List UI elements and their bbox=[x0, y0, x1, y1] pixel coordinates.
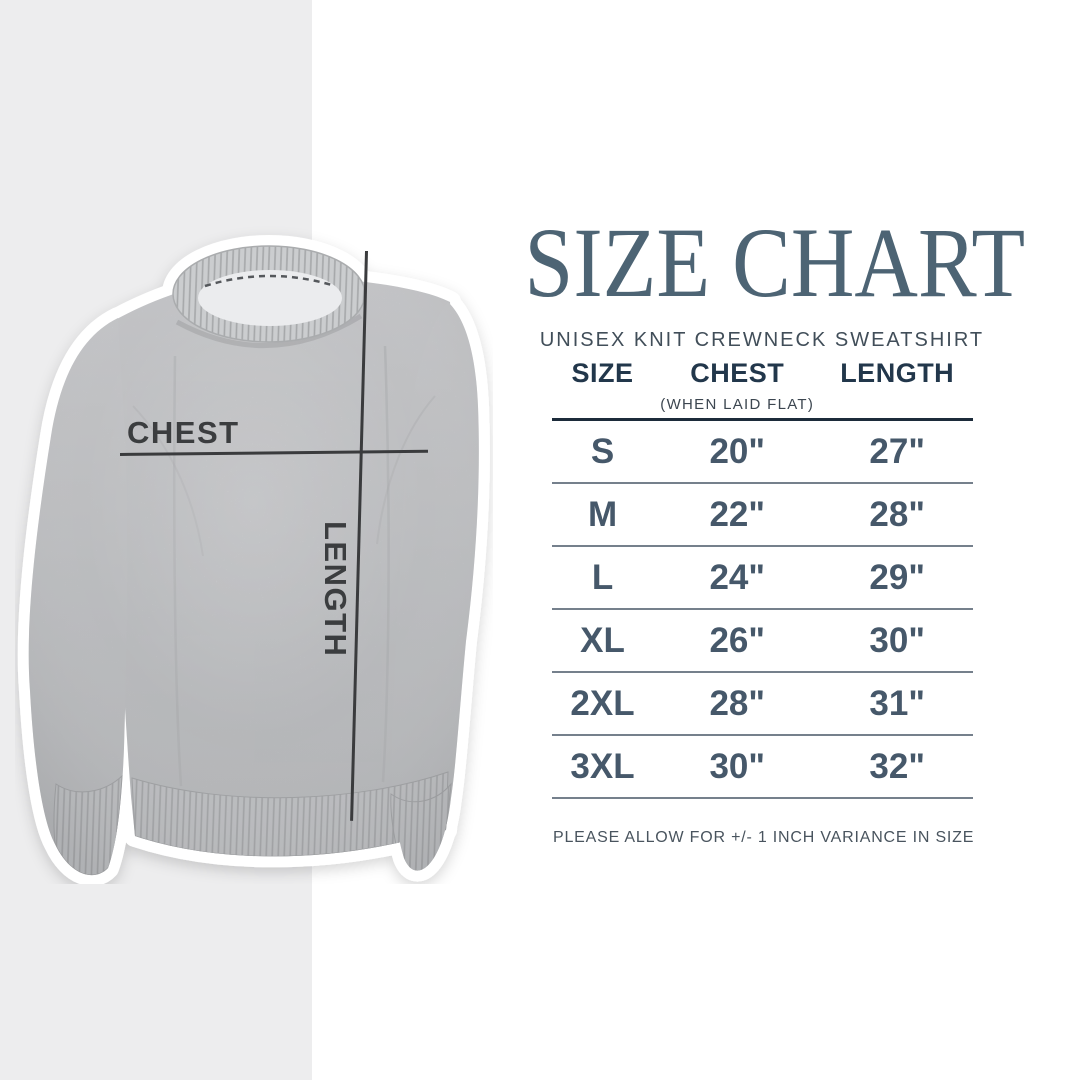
length-cell: 31" bbox=[869, 683, 925, 723]
size-table: SIZE CHEST (WHEN LAID FLAT) LENGTH S 20"… bbox=[552, 358, 973, 799]
page-title: SIZE CHART bbox=[524, 207, 1026, 318]
chest-note: (WHEN LAID FLAT) bbox=[660, 396, 815, 413]
table-row: XL 26" 30" bbox=[552, 610, 973, 673]
size-cell: 2XL bbox=[570, 683, 635, 723]
chest-cell: 20" bbox=[709, 431, 765, 471]
table-row: 3XL 30" 32" bbox=[552, 736, 973, 799]
collar-stitching bbox=[204, 274, 336, 288]
size-table-body: S 20" 27" M 22" 28" L 24" 29" XL 26" 30"… bbox=[552, 421, 973, 799]
length-cell: 30" bbox=[869, 620, 925, 660]
table-row: M 22" 28" bbox=[552, 484, 973, 547]
column-header-length: LENGTH bbox=[840, 358, 955, 388]
size-cell: L bbox=[591, 557, 614, 597]
length-cell: 29" bbox=[869, 557, 925, 597]
column-header-chest: CHEST (WHEN LAID FLAT) bbox=[653, 358, 821, 413]
size-cell: 3XL bbox=[570, 746, 635, 786]
column-header-size: SIZE bbox=[571, 358, 634, 388]
column-header-chest-label: CHEST bbox=[690, 358, 785, 388]
size-variance-note: PLEASE ALLOW FOR +/- 1 INCH VARIANCE IN … bbox=[553, 829, 975, 846]
length-measure-label: LENGTH bbox=[318, 521, 353, 658]
length-cell: 32" bbox=[869, 746, 925, 786]
chest-measure-label: CHEST bbox=[127, 415, 240, 450]
chest-cell: 24" bbox=[709, 557, 765, 597]
chest-cell: 26" bbox=[709, 620, 765, 660]
length-cell: 28" bbox=[869, 494, 925, 534]
chest-cell: 28" bbox=[709, 683, 765, 723]
table-row: L 24" 29" bbox=[552, 547, 973, 610]
fabric-details bbox=[28, 246, 479, 876]
crewneck-collar bbox=[172, 245, 366, 349]
table-row: S 20" 27" bbox=[552, 421, 973, 484]
table-header: SIZE CHEST (WHEN LAID FLAT) LENGTH bbox=[552, 358, 973, 421]
subtitle: UNISEX KNIT CREWNECK SWEATSHIRT bbox=[539, 329, 985, 351]
size-cell: M bbox=[587, 494, 618, 534]
sweatshirt-illustration bbox=[15, 226, 493, 884]
sweatshirt-svg bbox=[15, 235, 493, 884]
table-row: 2XL 28" 31" bbox=[552, 673, 973, 736]
length-cell: 27" bbox=[869, 431, 925, 471]
chest-cell: 30" bbox=[709, 746, 765, 786]
size-cell: XL bbox=[580, 620, 625, 660]
size-cell: S bbox=[590, 431, 615, 471]
chest-cell: 22" bbox=[709, 494, 765, 534]
